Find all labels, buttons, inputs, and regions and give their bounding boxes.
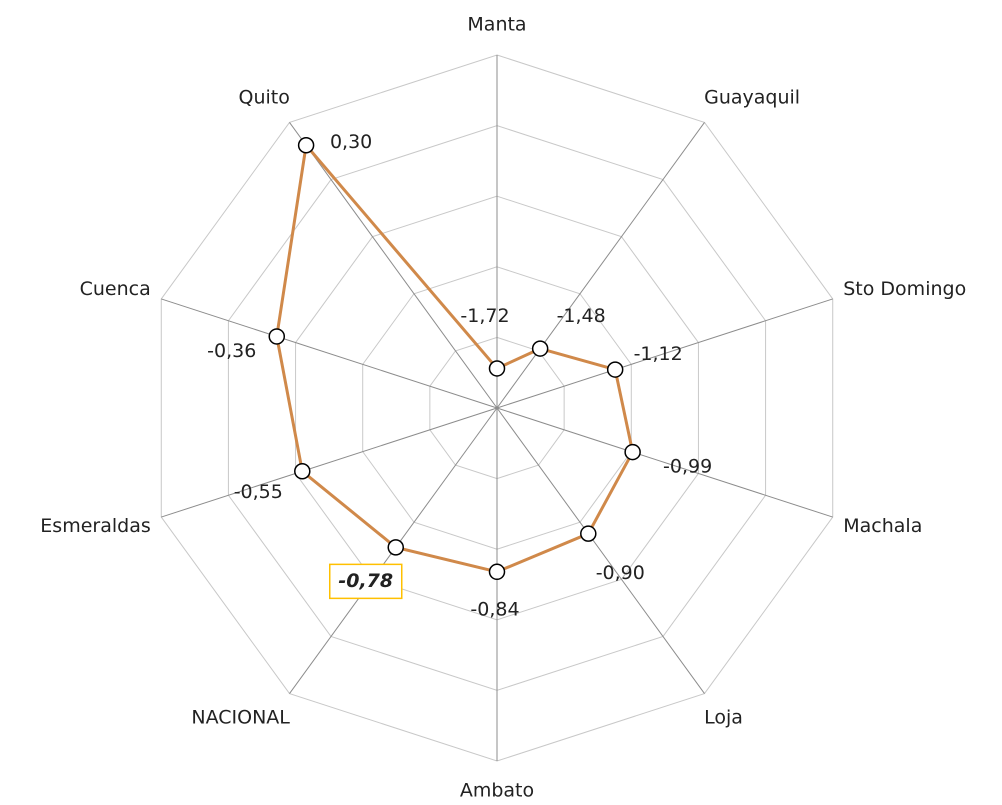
data-point: [580, 525, 597, 542]
spoke: [496, 298, 833, 409]
data-point: [606, 361, 624, 378]
data-point: [387, 539, 404, 556]
category-label: Sto Domingo: [843, 278, 966, 300]
spoke: [161, 407, 498, 518]
category-label: Ambato: [460, 780, 534, 802]
spoke: [496, 122, 705, 409]
data-point: [297, 137, 315, 154]
category-label: Quito: [239, 87, 290, 109]
category-label: Cuenca: [80, 278, 151, 300]
value-label: -1,48: [557, 305, 606, 327]
data-point: [531, 340, 549, 357]
value-label: -1,72: [460, 305, 509, 327]
value-label: -0,78: [338, 570, 393, 592]
category-label: Loja: [704, 706, 743, 728]
spoke: [289, 122, 498, 409]
data-point: [268, 328, 286, 345]
value-label: -0,99: [663, 456, 712, 478]
spoke: [496, 407, 833, 518]
series-line: [275, 141, 635, 574]
value-label: -0,90: [596, 562, 645, 584]
category-label: Manta: [467, 14, 526, 36]
value-label: -0,84: [470, 598, 519, 620]
data-point: [488, 360, 506, 377]
category-label: Esmeraldas: [40, 515, 150, 537]
data-point: [488, 563, 506, 581]
highlight-box: [328, 563, 403, 600]
category-label: Guayaquil: [704, 87, 800, 109]
data-point: [624, 443, 641, 461]
value-label: 0,30: [330, 131, 372, 153]
value-label: -0,55: [234, 481, 283, 503]
value-label: -0,36: [207, 340, 256, 362]
data-point: [294, 463, 311, 480]
spoke: [496, 407, 705, 694]
category-label: Machala: [843, 515, 922, 537]
value-label: -1,12: [634, 343, 683, 365]
category-label: NACIONAL: [191, 706, 290, 728]
spoke: [161, 298, 498, 409]
